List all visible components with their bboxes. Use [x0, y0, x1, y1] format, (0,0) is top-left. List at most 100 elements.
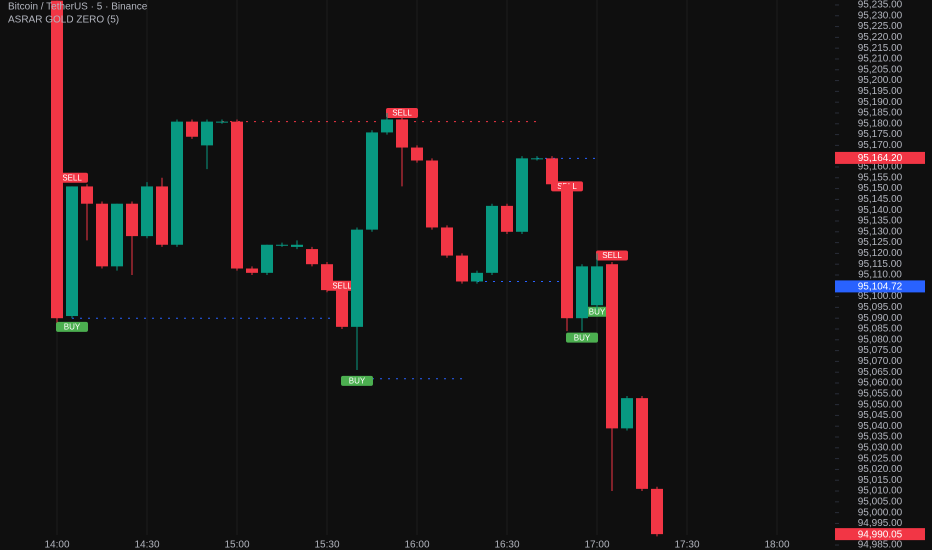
y-tick-label: 95,015.00 — [858, 475, 903, 486]
candle-body — [576, 266, 588, 319]
y-tick-label: 95,060.00 — [858, 378, 903, 389]
price-label-box — [835, 151, 925, 164]
candle-body — [141, 186, 153, 237]
candle-body — [81, 186, 93, 204]
y-tick-label: 95,220.00 — [858, 32, 903, 43]
candle-body — [366, 132, 378, 230]
candle-body — [636, 398, 648, 489]
y-tick-label: 95,150.00 — [858, 183, 903, 194]
x-tick-label: 14:30 — [134, 540, 159, 550]
signal-label: SELL — [392, 109, 412, 118]
price-label: 95,164.20 — [858, 153, 903, 164]
x-tick-label: 14:00 — [44, 540, 69, 550]
signal-label-box — [596, 250, 628, 261]
y-tick-label: 95,040.00 — [858, 421, 903, 432]
candle-body — [306, 249, 318, 265]
candle-body — [591, 266, 603, 306]
y-tick-label: 95,115.00 — [858, 259, 902, 270]
y-tick-label: 95,100.00 — [858, 291, 903, 302]
candle-body — [456, 255, 468, 282]
y-tick-label: 95,215.00 — [858, 43, 903, 54]
y-tick-label: 95,180.00 — [858, 118, 903, 129]
signal-label-box — [386, 107, 418, 118]
price-label: 94,990.05 — [858, 529, 903, 540]
y-tick-label: 95,045.00 — [858, 410, 903, 421]
x-tick-label: 16:00 — [404, 540, 429, 550]
candle-body — [171, 121, 183, 245]
y-tick-label: 95,075.00 — [858, 345, 903, 356]
y-tick-label: 95,010.00 — [858, 486, 903, 497]
candle-body — [291, 244, 303, 247]
candle-body — [546, 158, 558, 185]
candle-body — [276, 244, 288, 246]
y-tick-label: 95,175.00 — [858, 129, 903, 140]
y-tick-label: 95,235.00 — [858, 0, 903, 11]
candle-body — [486, 205, 498, 273]
signal-label-box — [566, 332, 598, 343]
signal-label-box — [581, 306, 613, 317]
signal-label: BUY — [64, 322, 81, 331]
x-tick-label: 15:00 — [224, 540, 249, 550]
y-tick-label: 95,230.00 — [858, 10, 903, 21]
y-tick-label: 95,030.00 — [858, 442, 903, 453]
price-label-box — [835, 528, 925, 541]
candle-body — [246, 268, 258, 273]
signal-label: BUY — [349, 376, 366, 385]
y-tick-label: 95,170.00 — [858, 140, 903, 151]
signal-label-box — [56, 172, 88, 183]
candle-body — [186, 121, 198, 137]
candle-body — [516, 158, 528, 232]
candle-body — [351, 229, 363, 327]
y-tick-label: 95,025.00 — [858, 453, 903, 464]
candle-body — [441, 227, 453, 256]
candle-body — [126, 203, 138, 237]
candle-body — [561, 184, 573, 319]
y-tick-label: 95,135.00 — [858, 216, 903, 227]
y-tick-label: 95,055.00 — [858, 388, 903, 399]
candle-body — [156, 186, 168, 245]
signal-label: BUY — [589, 307, 606, 316]
candle-body — [651, 488, 663, 535]
x-tick-label: 15:30 — [314, 540, 339, 550]
y-tick-label: 95,125.00 — [858, 237, 903, 248]
y-tick-label: 95,005.00 — [858, 496, 903, 507]
candle-body — [261, 244, 273, 273]
y-tick-label: 95,205.00 — [858, 64, 903, 75]
signal-label-box — [326, 280, 358, 291]
signal-label: SELL — [62, 173, 82, 182]
signal-label-box — [56, 321, 88, 332]
signal-label: SELL — [332, 281, 352, 290]
y-tick-label: 95,050.00 — [858, 399, 903, 410]
y-tick-label: 95,110.00 — [858, 270, 902, 281]
candle-body — [396, 119, 408, 148]
y-tick-label: 95,065.00 — [858, 367, 903, 378]
y-tick-label: 95,155.00 — [858, 172, 903, 183]
candle-body — [201, 121, 213, 146]
y-tick-label: 95,225.00 — [858, 21, 903, 32]
signal-label: BUY — [574, 333, 591, 342]
y-tick-label: 95,160.00 — [858, 162, 903, 173]
candle-body — [216, 121, 228, 123]
candle-body — [321, 264, 333, 291]
candle-body — [471, 272, 483, 282]
candle-body — [501, 205, 513, 232]
candle-body — [111, 203, 123, 267]
signal-label-box — [341, 375, 373, 386]
y-tick-label: 95,070.00 — [858, 356, 903, 367]
y-tick-label: 94,995.00 — [858, 518, 903, 529]
y-tick-label: 95,085.00 — [858, 324, 903, 335]
y-tick-label: 95,195.00 — [858, 86, 903, 97]
x-tick-label: 16:30 — [494, 540, 519, 550]
y-tick-label: 95,130.00 — [858, 226, 903, 237]
y-tick-label: 95,190.00 — [858, 97, 903, 108]
y-tick-label: 94,985.00 — [858, 540, 903, 550]
candle-body — [51, 0, 63, 319]
y-tick-label: 95,090.00 — [858, 313, 903, 324]
y-tick-label: 95,145.00 — [858, 194, 903, 205]
y-tick-label: 95,140.00 — [858, 205, 903, 216]
y-tick-label: 95,210.00 — [858, 54, 903, 65]
y-tick-label: 95,200.00 — [858, 75, 903, 86]
price-label-box — [835, 280, 925, 293]
candle-body — [606, 264, 618, 429]
